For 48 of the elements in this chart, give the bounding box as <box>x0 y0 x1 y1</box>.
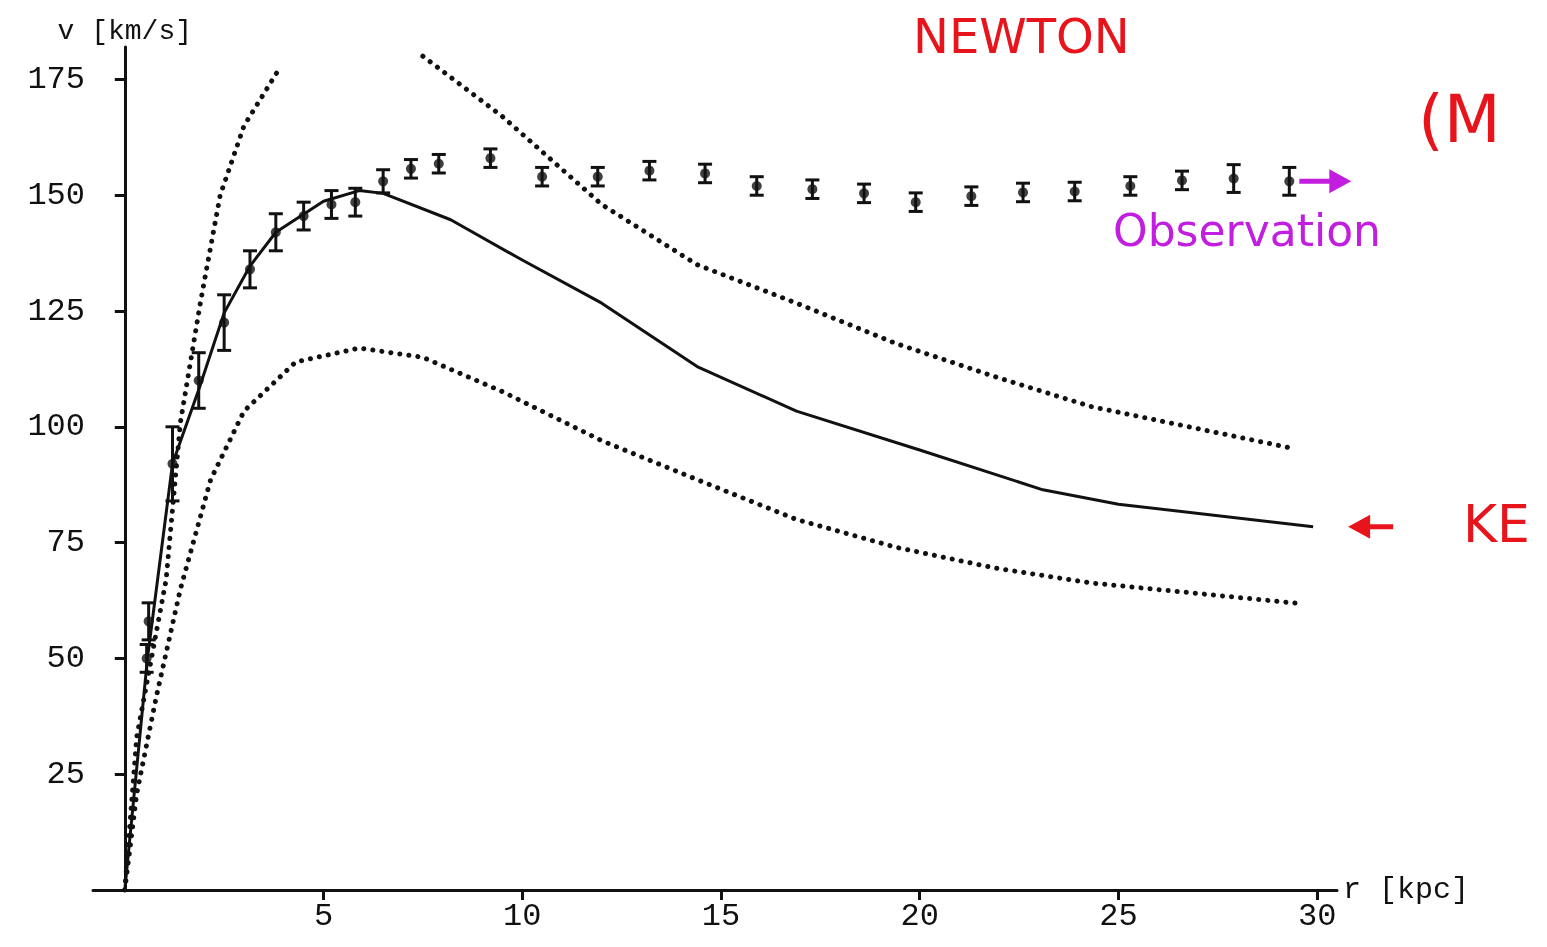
point <box>592 171 603 182</box>
point <box>1069 186 1080 197</box>
point <box>1284 176 1295 187</box>
point <box>245 264 255 275</box>
point <box>1018 187 1029 198</box>
point <box>378 176 389 187</box>
point <box>219 317 230 328</box>
point <box>910 197 921 208</box>
point <box>485 153 496 164</box>
y-tick-label: 100 <box>27 408 85 446</box>
point <box>1177 175 1187 186</box>
point <box>143 616 154 627</box>
y-tick-label: 50 <box>46 639 85 677</box>
point <box>270 227 281 238</box>
annotation: NEWTON <box>913 8 1130 64</box>
point <box>193 375 204 386</box>
point <box>350 197 361 208</box>
y-axis-title: v [km/s] <box>57 15 193 47</box>
y-tick-label: 150 <box>27 176 85 214</box>
x-axis-title: r [kpc] <box>1343 873 1470 907</box>
point <box>644 165 655 176</box>
point <box>433 158 444 169</box>
annotation: Observation <box>1113 204 1381 256</box>
point <box>859 188 870 199</box>
point <box>807 184 818 195</box>
text: (M <box>1418 80 1501 158</box>
point <box>966 191 977 202</box>
x-tick-label: 5 <box>313 897 334 935</box>
x-tick-label: 20 <box>900 897 939 935</box>
x-tick-label: 10 <box>503 897 542 935</box>
y-tick-label: 75 <box>46 524 85 562</box>
point <box>1228 173 1239 184</box>
point <box>1125 180 1136 191</box>
point <box>326 199 337 210</box>
point <box>167 458 178 469</box>
point <box>751 180 762 191</box>
x-tick-label: 30 <box>1297 897 1337 935</box>
point <box>298 211 309 222</box>
point <box>405 163 416 174</box>
point <box>537 171 548 182</box>
y-tick-label: 125 <box>27 292 85 330</box>
point <box>141 653 152 664</box>
y-tick-label: 175 <box>27 60 85 98</box>
x-tick-label: 25 <box>1099 897 1138 935</box>
y-tick-label: 25 <box>46 755 85 793</box>
text: KE <box>1463 494 1530 554</box>
x-tick-label: 15 <box>701 897 741 935</box>
point <box>700 168 711 179</box>
